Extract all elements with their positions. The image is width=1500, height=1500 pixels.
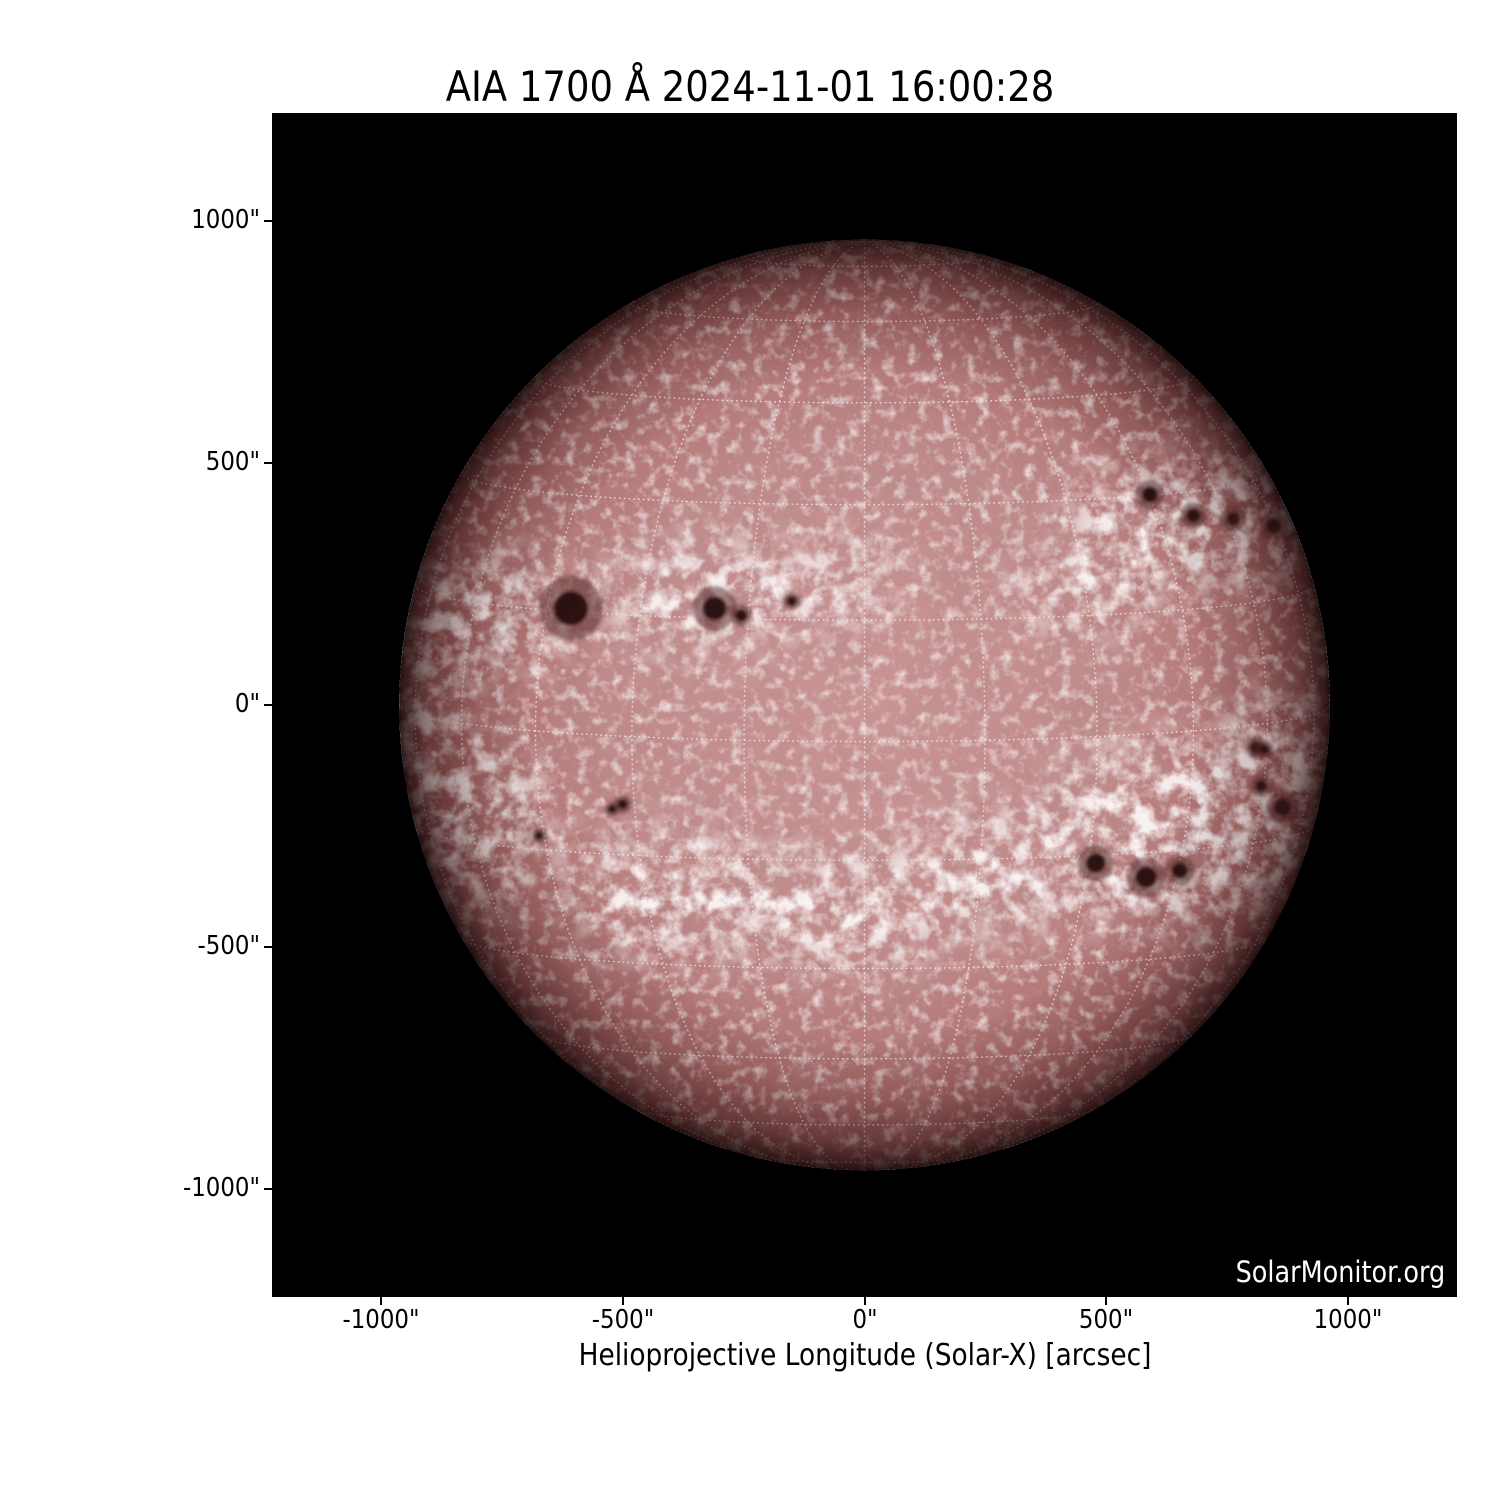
- x-tick-label: -500": [591, 1305, 655, 1335]
- x-axis-tick: [1105, 1297, 1107, 1305]
- x-axis-tick: [1347, 1297, 1349, 1305]
- x-tick-label: 0": [852, 1305, 878, 1335]
- y-tick-label: 0": [234, 689, 260, 719]
- x-tick-label: -1000": [342, 1305, 420, 1335]
- x-tick-label: 500": [1078, 1305, 1134, 1335]
- y-axis-tick: [264, 704, 272, 706]
- y-axis-tick: [264, 946, 272, 948]
- x-tick-label: 1000": [1313, 1305, 1383, 1335]
- y-axis-tick: [264, 462, 272, 464]
- watermark-text: SolarMonitor.org: [1235, 1255, 1445, 1289]
- plot-area: SolarMonitor.org: [272, 113, 1457, 1297]
- x-axis-label: Helioprojective Longitude (Solar-X) [arc…: [578, 1338, 1152, 1373]
- y-tick-label: 1000": [191, 205, 260, 235]
- figure-title: AIA 1700 Å 2024-11-01 16:00:28: [445, 62, 1055, 111]
- x-axis-tick: [622, 1297, 624, 1305]
- y-tick-label: -1000": [182, 1173, 260, 1203]
- x-axis-tick: [380, 1297, 382, 1305]
- x-axis-tick: [864, 1297, 866, 1305]
- y-tick-label: 500": [205, 447, 260, 477]
- y-axis-tick: [264, 1188, 272, 1190]
- y-axis-tick: [264, 220, 272, 222]
- y-tick-label: -500": [197, 931, 260, 961]
